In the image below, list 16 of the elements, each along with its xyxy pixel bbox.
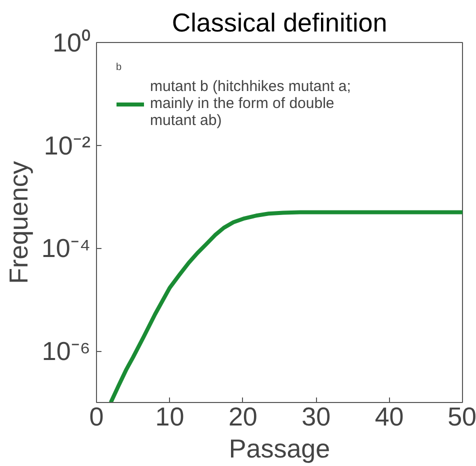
y-tick-label: 10⁰: [52, 28, 90, 58]
x-tick-label: 30: [302, 402, 331, 432]
x-tick-label: 50: [448, 402, 476, 432]
legend-title: b: [116, 62, 123, 73]
chart-title: Classical definition: [172, 8, 388, 38]
x-tick-label: 10: [155, 402, 184, 432]
x-tick-label: 20: [228, 402, 258, 432]
y-tick-label: 10⁻⁶: [42, 336, 91, 366]
x-axis-title: Passage: [228, 434, 330, 464]
line-series: [108, 210, 462, 402]
y-tick-label: 10⁻⁴: [41, 233, 90, 264]
legend-label: mutant b (hitchhikes mutant a; mainly in the form of double mutant ab): [150, 78, 351, 129]
y-tick-label: 10⁻²: [44, 130, 91, 160]
y-axis-title: Frequency: [3, 161, 34, 284]
x-tick-label: 40: [374, 402, 404, 432]
x-tick-label: 0: [89, 402, 104, 432]
